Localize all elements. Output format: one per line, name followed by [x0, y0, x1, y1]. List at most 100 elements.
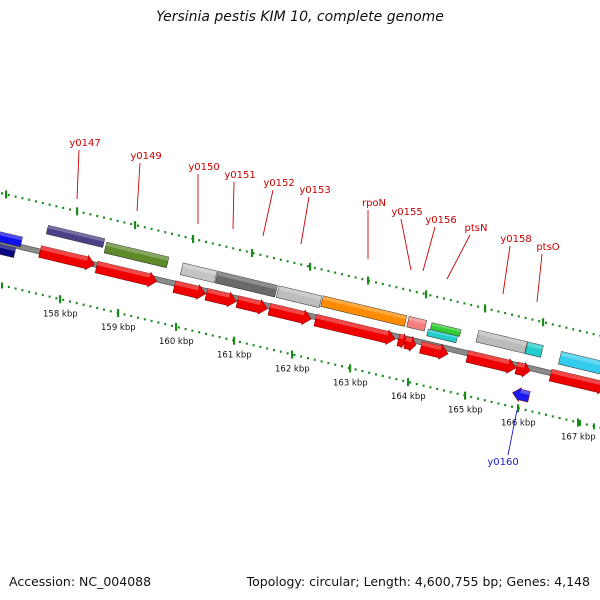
tick-dot — [150, 227, 153, 231]
cds-arrow-forward-body — [548, 368, 600, 395]
gene-block-light-gray-shine — [182, 262, 218, 276]
gene-block-blue-body — [0, 230, 23, 248]
major-tick — [233, 336, 236, 345]
cds-arrow-forward — [235, 295, 268, 315]
tick-dot — [558, 324, 561, 328]
tick-dot — [368, 371, 371, 374]
tick-dot — [585, 331, 588, 334]
gene-label: y0160 — [487, 457, 518, 468]
tick-dot — [347, 366, 350, 369]
gene-label: y0151 — [224, 170, 255, 181]
tick-dot — [211, 334, 214, 337]
tick-dot — [538, 320, 541, 323]
gene-labels: y0147y0149y0150y0151y0152y0153rpoNy0155y… — [69, 138, 559, 468]
gene-label: y0155 — [391, 207, 422, 218]
gene-block-light-gray-body — [180, 262, 218, 284]
cds-arrow-reverse-body — [512, 387, 531, 403]
gene-block-light-gray-shine — [278, 285, 322, 301]
major-tick — [464, 391, 467, 400]
gene-block-green-body — [103, 241, 170, 269]
tick-dot — [177, 234, 180, 237]
tick-dot — [245, 250, 248, 253]
gene-block-blue — [0, 230, 23, 248]
cds-arrow-forward-body — [267, 303, 312, 326]
tick-dot — [361, 278, 364, 281]
tick-dot — [259, 345, 262, 348]
gene-block-green-small-shine — [431, 322, 462, 333]
tick-dot — [504, 311, 507, 315]
major-tick — [192, 234, 195, 243]
major-tick — [175, 322, 178, 331]
tick-dot — [14, 195, 17, 198]
tick-dot — [157, 229, 160, 232]
tick-dot — [21, 197, 24, 200]
tick-dot — [184, 235, 187, 239]
gene-block-orange-body — [320, 295, 408, 327]
tick-dot — [109, 218, 112, 221]
gene-leader-line — [232, 181, 235, 230]
tick-dot — [463, 302, 466, 305]
tick-dot — [538, 412, 541, 415]
gene-block-purple-shine — [47, 225, 105, 242]
tick-dot — [48, 295, 51, 298]
gene-block-cyan-body — [524, 341, 544, 358]
cds-arrow-forward — [204, 288, 237, 308]
tick-dot — [225, 245, 228, 248]
tick-dot — [75, 302, 78, 305]
tick-dot — [55, 205, 58, 208]
tick-dot — [239, 248, 241, 252]
tick-dot — [279, 258, 282, 261]
major-tick — [59, 295, 62, 304]
tick-dot — [449, 299, 452, 302]
cds-arrow-forward-body — [94, 260, 158, 288]
tick-dot — [470, 303, 473, 307]
major-tick — [117, 309, 120, 318]
tick-dot — [130, 314, 133, 318]
tick-dot — [381, 282, 384, 286]
cds-arrow-forward-body — [396, 333, 407, 349]
tick-dot — [130, 222, 133, 226]
tick-dot — [279, 350, 282, 353]
cds-arrow-forward — [313, 313, 396, 346]
tick-dot — [497, 310, 500, 313]
gene-label: y0149 — [130, 151, 161, 162]
tick-dot — [41, 201, 44, 205]
cds-arrow-forward-body — [419, 341, 449, 360]
tick-dot — [375, 373, 377, 376]
tick-dot — [436, 295, 439, 299]
feature-tracks — [0, 224, 600, 403]
gene-block-dark-gray-body — [215, 270, 278, 298]
cds-arrow-forward-shine — [40, 245, 89, 261]
tick-dot — [55, 297, 58, 300]
gene-block-orange-shine — [322, 295, 407, 320]
cds-arrow-forward-body — [38, 245, 95, 271]
cds-arrow-forward-body — [403, 335, 417, 352]
tick-label: 163 kbp — [333, 378, 368, 388]
cds-arrow-forward — [172, 280, 206, 300]
cds-arrow-forward-shine — [206, 288, 231, 298]
cds-arrow-forward-body — [235, 295, 268, 315]
tick-dot — [320, 268, 323, 271]
gene-leader-line — [502, 245, 511, 295]
tick-dot — [422, 292, 425, 295]
gene-leader-line — [400, 218, 412, 271]
genome-summary: Topology: circular; Length: 4,600,755 bp… — [246, 574, 590, 589]
tick-dot — [300, 355, 303, 358]
gene-block-dark-gray — [215, 270, 278, 298]
tick-dot — [266, 255, 269, 258]
tick-dot — [341, 273, 343, 276]
tick-dot — [286, 260, 289, 263]
tick-dot — [524, 316, 527, 320]
gene-label: ptsN — [465, 223, 488, 234]
tick-dot — [375, 281, 377, 284]
tick-dot — [293, 353, 296, 357]
tick-dot — [320, 360, 323, 363]
gene-block-light-gray-body — [475, 329, 528, 354]
cds-arrow-forward — [419, 341, 449, 360]
tick-dot — [334, 363, 337, 366]
cds-arrow-forward-body — [204, 288, 237, 308]
tick-dot — [218, 336, 221, 339]
tick-dot — [69, 300, 71, 303]
cds-arrow-forward-shine — [237, 295, 262, 306]
